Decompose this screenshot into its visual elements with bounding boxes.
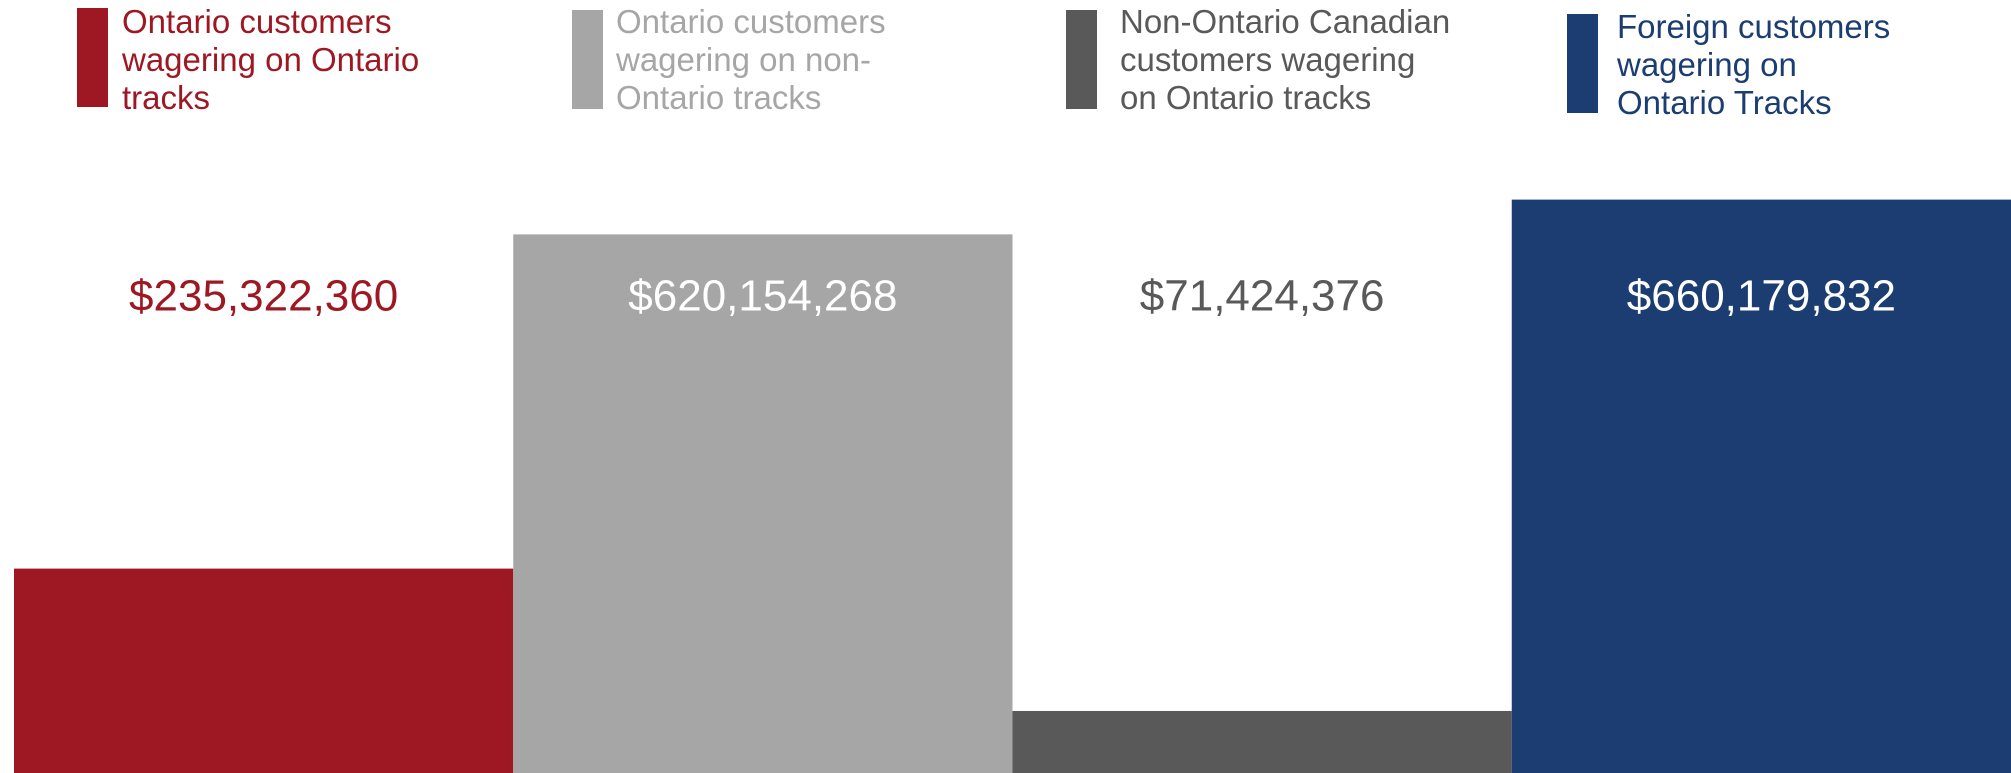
bar (14, 568, 514, 773)
legend-swatch (1066, 10, 1097, 109)
value-label: $71,424,376 (1140, 272, 1385, 321)
value-label: $660,179,832 (1627, 272, 1896, 321)
legend-swatch (572, 10, 603, 109)
legend-label: Non-Ontario Canadian customers wagering … (1120, 3, 1451, 116)
legend-swatch (1567, 14, 1598, 113)
bar (513, 234, 1013, 773)
legend-swatch (77, 8, 108, 107)
legend-label: Foreign customers wagering on Ontario Tr… (1617, 8, 1891, 121)
legend-label: Ontario customers wagering on non-Ontari… (616, 3, 886, 116)
value-label: $620,154,268 (628, 272, 897, 321)
value-label: $235,322,360 (129, 272, 398, 321)
bar (1012, 710, 1512, 773)
legend-label: Ontario customers wagering on Ontario tr… (122, 3, 420, 116)
bar (1511, 199, 2011, 773)
